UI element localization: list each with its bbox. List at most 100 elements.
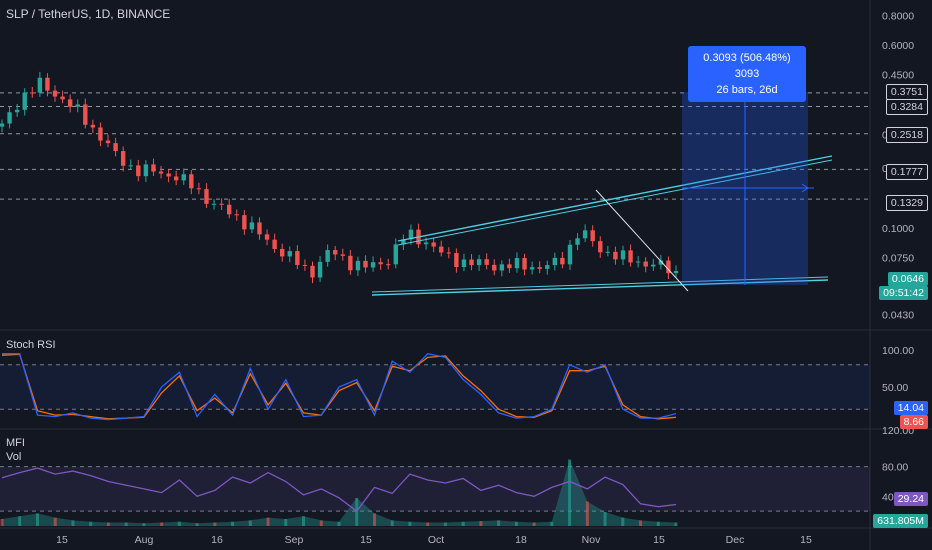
x-tick-label: 15 <box>653 534 665 546</box>
x-tick-label: 15 <box>800 534 812 546</box>
price-tick-label: 0.1000 <box>882 223 914 235</box>
mfi-tick-label: 80.00 <box>882 462 908 474</box>
candle <box>7 112 12 124</box>
candle <box>446 252 452 254</box>
trend-line <box>595 189 689 292</box>
channel-upper-line <box>397 155 833 242</box>
volume-bar <box>142 523 146 526</box>
channel-lower-line <box>371 279 829 296</box>
candle <box>484 259 489 265</box>
candle <box>635 261 641 263</box>
mfi-band <box>0 466 870 512</box>
candle <box>673 270 679 274</box>
volume-bar <box>426 522 430 526</box>
volume-bar <box>532 522 536 526</box>
candle <box>242 215 247 230</box>
volume-bar <box>372 513 376 526</box>
candle <box>136 165 141 177</box>
candle <box>340 254 345 256</box>
candle <box>461 259 467 268</box>
candle <box>196 188 202 190</box>
candle <box>22 92 27 110</box>
candle <box>408 229 414 240</box>
x-tick-label: Dec <box>726 534 745 546</box>
volume-bar <box>585 501 589 526</box>
volume-bar <box>53 517 57 526</box>
candle <box>567 244 573 265</box>
volume-area <box>2 459 676 526</box>
volume-bar <box>284 519 288 526</box>
candle <box>0 123 5 127</box>
volume-bar <box>443 522 447 526</box>
candle <box>613 251 618 260</box>
candle <box>317 261 323 278</box>
mfi-badge: 29.24 <box>893 492 928 506</box>
candle <box>469 259 474 266</box>
volume-bar <box>231 521 235 526</box>
stoch-k-badge: 14.04 <box>893 401 928 415</box>
candle <box>211 203 217 205</box>
volume-bar <box>674 522 678 526</box>
candle <box>620 250 626 260</box>
candle <box>590 230 595 242</box>
candle <box>295 251 300 265</box>
candle <box>75 104 80 107</box>
candle <box>378 262 383 265</box>
candle <box>113 143 118 152</box>
candle <box>90 124 96 128</box>
candle <box>143 164 149 177</box>
volume-bar <box>89 521 93 526</box>
current-price-badge: 0.0646 <box>887 272 928 286</box>
candle <box>30 92 35 94</box>
volume-bar <box>213 522 217 526</box>
candle <box>226 204 232 215</box>
stoch-rsi-label: Stoch RSI <box>6 339 56 351</box>
volume-bar <box>497 520 501 526</box>
x-tick-label: 16 <box>211 534 223 546</box>
measure-line1: 0.3093 (506.48%) 3093 <box>703 52 791 80</box>
volume-bar <box>639 520 643 526</box>
candle <box>257 222 262 235</box>
candle <box>37 77 43 93</box>
volume-bar <box>479 521 483 526</box>
candle <box>499 264 505 271</box>
volume-bar <box>656 521 660 526</box>
level-badge-2: 0.3284 <box>885 99 928 115</box>
candle <box>582 230 588 239</box>
candle <box>302 264 308 266</box>
candle <box>98 127 103 141</box>
candle <box>545 265 550 269</box>
volume-bar <box>337 521 341 526</box>
candle <box>348 255 353 271</box>
mfi-label: MFI <box>6 437 25 449</box>
candle <box>507 264 512 269</box>
volume-bar <box>319 520 323 526</box>
volume-bar <box>106 522 110 526</box>
candle <box>204 189 209 204</box>
mfi-line <box>1 467 677 513</box>
candle <box>514 258 520 269</box>
candle <box>439 246 444 253</box>
level-badge-1: 0.3751 <box>885 84 928 100</box>
candle <box>60 96 65 100</box>
candle <box>158 171 164 174</box>
volume-bar <box>514 521 518 526</box>
candle <box>476 259 482 266</box>
candle <box>537 267 542 269</box>
candle <box>666 260 671 274</box>
volume-bar <box>35 513 39 526</box>
chart-title: SLP / TetherUS, 1D, BINANCE <box>6 7 171 21</box>
rsi-tick-label: 50.00 <box>882 382 908 394</box>
volume-bar <box>408 521 412 526</box>
candle <box>189 174 194 189</box>
countdown-badge: 09:51:42 <box>879 286 928 300</box>
x-tick-label: 15 <box>56 534 68 546</box>
candle <box>128 165 133 167</box>
volume-bar <box>266 517 270 526</box>
candle <box>45 77 50 91</box>
volume-bar <box>160 522 164 526</box>
candle <box>264 234 270 240</box>
x-tick-label: Aug <box>135 534 154 546</box>
